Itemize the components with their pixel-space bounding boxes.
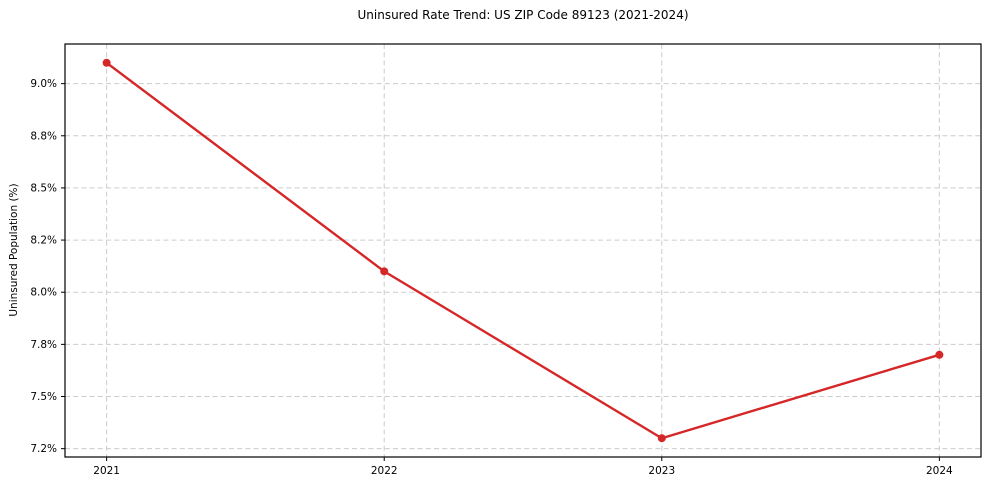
x-tick-label: 2022 bbox=[371, 465, 398, 477]
y-tick-label: 8.0% bbox=[30, 287, 57, 299]
data-point-2024 bbox=[935, 350, 944, 359]
y-tick-label: 7.2% bbox=[30, 443, 57, 455]
x-tick-label: 2021 bbox=[93, 465, 120, 477]
y-tick-label: 7.5% bbox=[30, 391, 57, 403]
data-point-2023 bbox=[657, 434, 666, 443]
data-point-2021 bbox=[102, 58, 111, 67]
y-tick-label: 8.8% bbox=[30, 130, 57, 142]
chart-title: Uninsured Rate Trend: US ZIP Code 89123 … bbox=[357, 8, 689, 22]
y-tick-label: 8.2% bbox=[30, 235, 57, 247]
x-tick-label: 2023 bbox=[648, 465, 675, 477]
x-tick-label: 2024 bbox=[926, 465, 953, 477]
y-tick-label: 7.8% bbox=[30, 339, 57, 351]
y-tick-label: 9.0% bbox=[30, 78, 57, 90]
y-tick-label: 8.5% bbox=[30, 182, 57, 194]
data-point-2022 bbox=[380, 267, 389, 276]
plot-border bbox=[64, 43, 982, 458]
trend-line bbox=[105, 61, 941, 440]
